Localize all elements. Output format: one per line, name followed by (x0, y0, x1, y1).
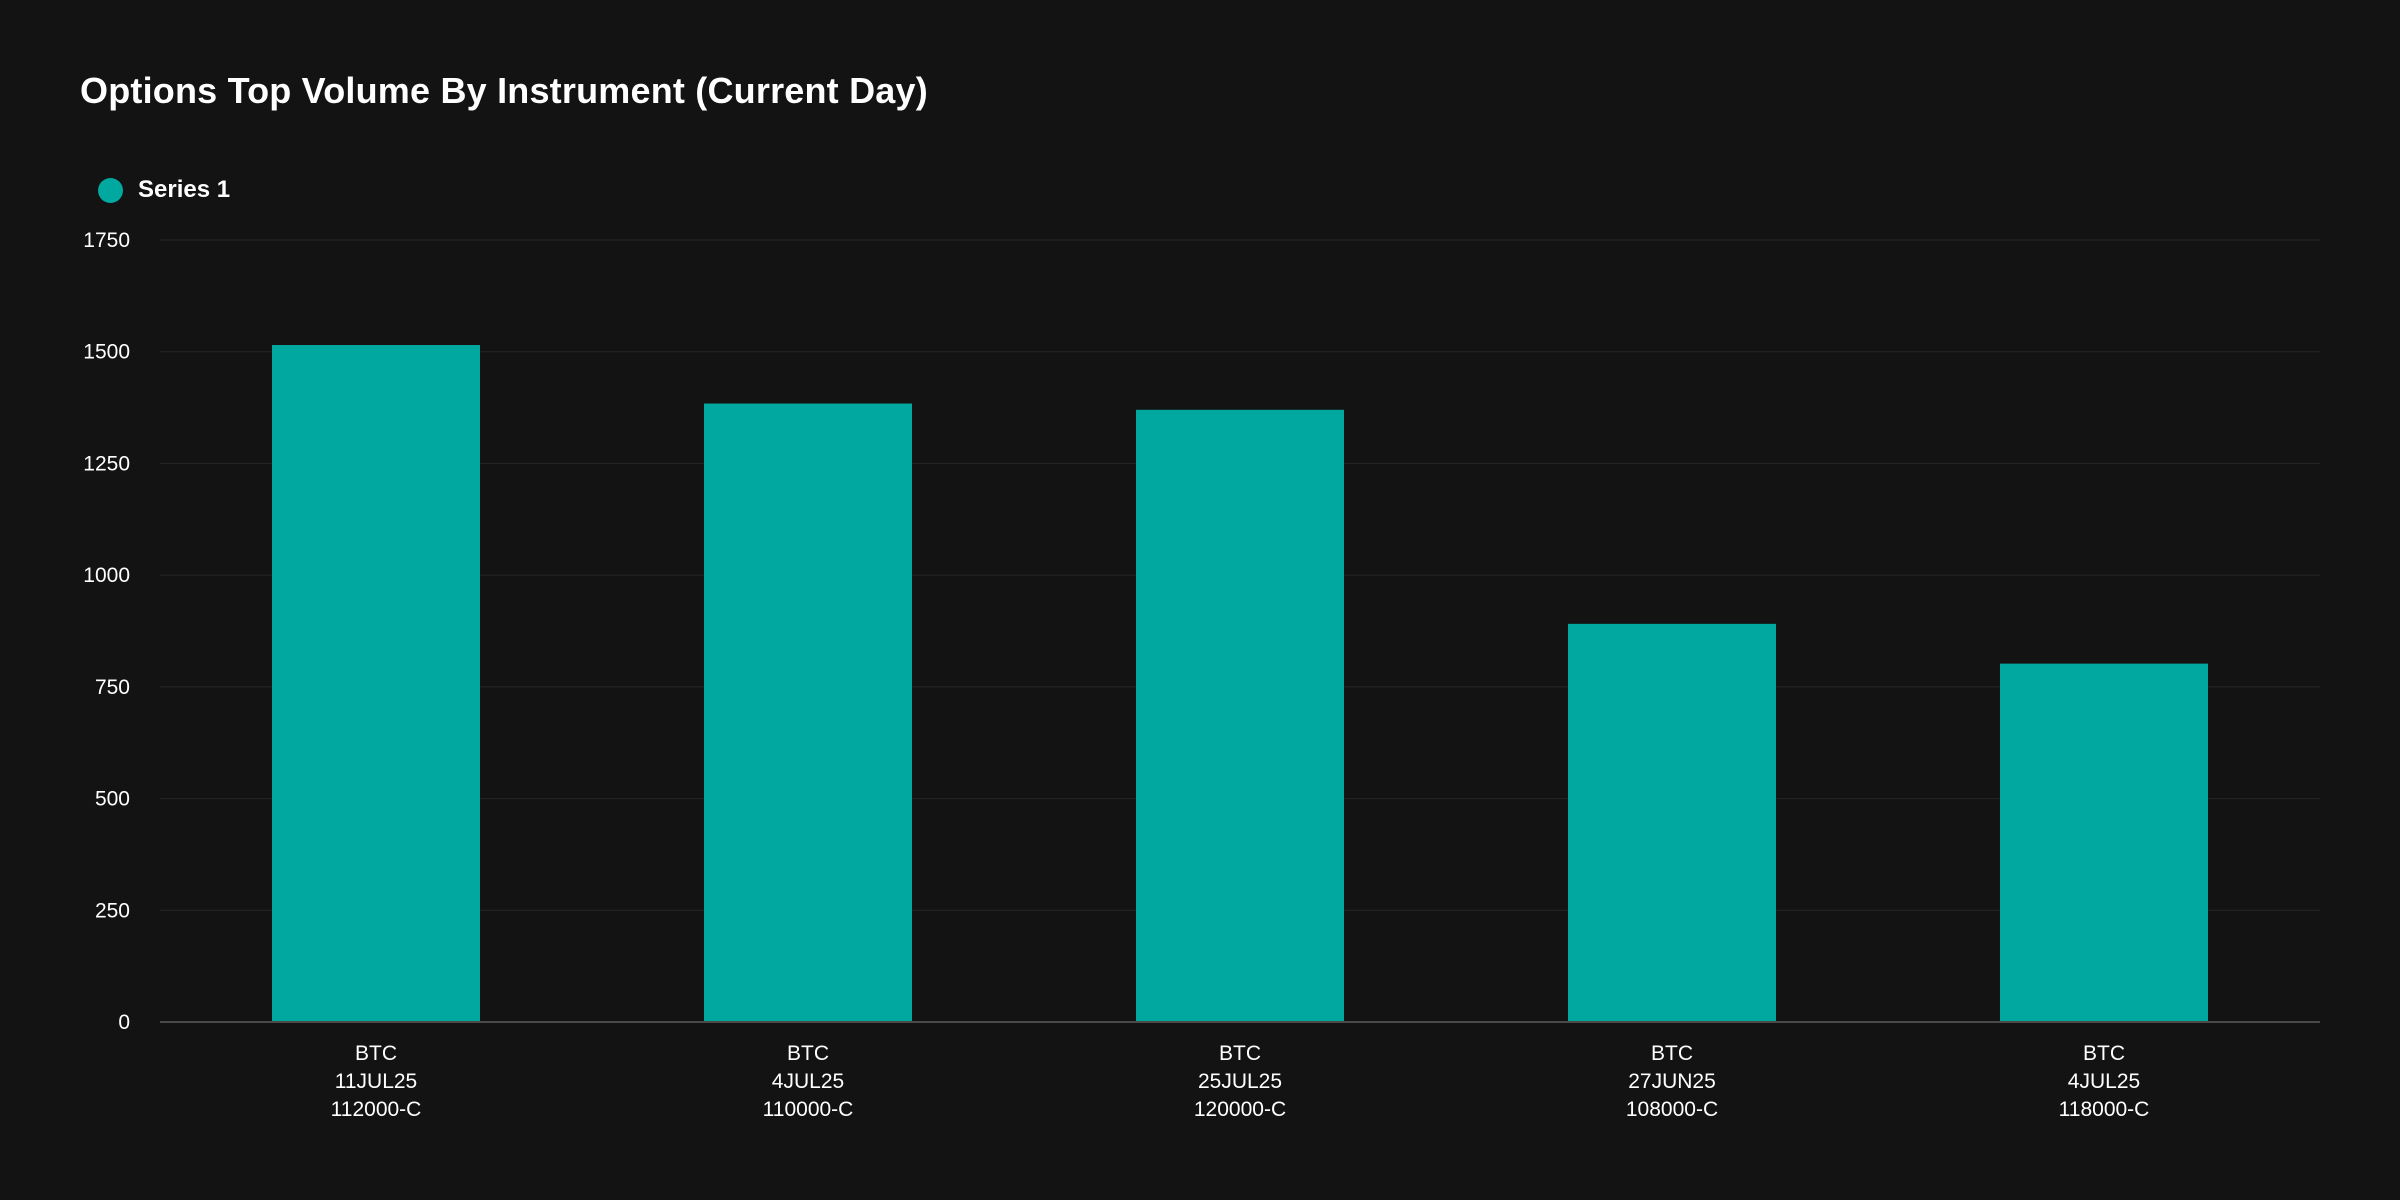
bar-2[interactable] (704, 403, 912, 1023)
x-tick-label-line: 4JUL25 (2068, 1070, 2140, 1093)
y-tick-label-1250: 1250 (83, 452, 130, 475)
x-tick-label-2: BTC 4JUL25 110000-C (763, 1042, 854, 1121)
x-tick-label-line: 11JUL25 (335, 1070, 418, 1093)
x-tick-label-line: BTC (1651, 1042, 1693, 1065)
y-tick-label-1500: 1500 (83, 341, 130, 364)
legend[interactable]: Series 1 (98, 176, 230, 204)
x-tick-label-line: BTC (2083, 1042, 2125, 1065)
x-tick-label-5: BTC 4JUL25 118000-C (2059, 1042, 2150, 1121)
x-tick-label-line: 120000-C (1194, 1098, 1286, 1121)
x-tick-label-line: 4JUL25 (772, 1070, 844, 1093)
y-tick-label-750: 750 (95, 676, 130, 699)
y-tick-label-250: 250 (95, 899, 130, 922)
labels: 0 250 500 750 1000 1250 1500 1750 BTC 11JUL25 1120… (83, 229, 2149, 1121)
bars (272, 345, 2208, 1023)
bar-4[interactable] (1568, 623, 1776, 1022)
x-tick-label-1: BTC 11JUL25 112000-C (331, 1042, 422, 1121)
legend-label-series-1: Series 1 (138, 176, 231, 203)
x-tick-label-line: 108000-C (1626, 1098, 1718, 1121)
x-tick-label-line: 112000-C (331, 1098, 422, 1121)
x-tick-label-line: 25JUL25 (1198, 1070, 1282, 1093)
bar-3[interactable] (1136, 409, 1344, 1022)
bar-1[interactable] (272, 345, 480, 1022)
x-tick-label-line: 27JUN25 (1628, 1070, 1716, 1093)
y-tick-label-1000: 1000 (83, 564, 130, 587)
x-tick-label-3: BTC 25JUL25 120000-C (1194, 1042, 1286, 1121)
chart-title: Options Top Volume By Instrument (Curren… (80, 70, 928, 111)
y-tick-label-500: 500 (95, 788, 130, 811)
y-tick-label-1750: 1750 (83, 229, 130, 252)
x-tick-label-line: BTC (787, 1042, 829, 1065)
x-tick-label-4: BTC 27JUN25 108000-C (1626, 1042, 1718, 1121)
bar-5[interactable] (2000, 663, 2208, 1022)
x-tick-label-line: BTC (355, 1042, 397, 1065)
x-tick-label-line: 110000-C (763, 1098, 854, 1121)
legend-swatch-series-1 (98, 177, 123, 203)
x-tick-label-line: BTC (1219, 1042, 1261, 1065)
y-tick-label-0: 0 (118, 1011, 130, 1034)
x-tick-label-line: 118000-C (2059, 1098, 2150, 1121)
